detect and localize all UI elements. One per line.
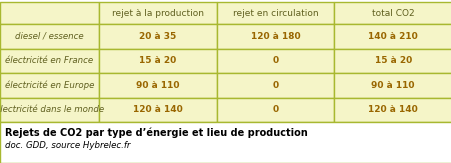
Bar — [99, 49, 216, 73]
Bar — [99, 97, 216, 122]
Bar — [216, 97, 334, 122]
Bar — [216, 2, 334, 24]
Bar — [334, 97, 451, 122]
Bar — [216, 73, 334, 97]
Text: électricité dans le monde: électricité dans le monde — [0, 105, 104, 114]
Text: 90 à 110: 90 à 110 — [371, 81, 414, 90]
Text: 120 à 180: 120 à 180 — [250, 32, 299, 41]
Bar — [0, 73, 99, 97]
Bar — [216, 49, 334, 73]
Bar — [99, 73, 216, 97]
Text: électricité en France: électricité en France — [5, 56, 93, 65]
Bar — [0, 49, 99, 73]
Text: total CO2: total CO2 — [371, 8, 414, 17]
Text: doc. GDD, source Hybrelec.fr: doc. GDD, source Hybrelec.fr — [5, 141, 130, 150]
Text: 120 à 140: 120 à 140 — [133, 105, 182, 114]
Bar — [99, 24, 216, 49]
Bar — [216, 24, 334, 49]
Text: 15 à 20: 15 à 20 — [374, 56, 411, 65]
Bar — [0, 24, 99, 49]
Bar — [0, 2, 99, 24]
Text: 140 à 210: 140 à 210 — [368, 32, 417, 41]
Bar — [334, 73, 451, 97]
Bar — [0, 122, 451, 163]
Text: 0: 0 — [272, 105, 278, 114]
Text: Rejets de CO2 par type d’énergie et lieu de production: Rejets de CO2 par type d’énergie et lieu… — [5, 128, 307, 138]
Text: rejet à la production: rejet à la production — [111, 8, 203, 17]
Text: 20 à 35: 20 à 35 — [139, 32, 176, 41]
Bar — [334, 2, 451, 24]
Bar — [334, 24, 451, 49]
Text: 90 à 110: 90 à 110 — [136, 81, 179, 90]
Bar — [0, 97, 99, 122]
Text: électricité en Europe: électricité en Europe — [5, 81, 94, 90]
Text: 15 à 20: 15 à 20 — [139, 56, 176, 65]
Text: 0: 0 — [272, 81, 278, 90]
Bar — [99, 2, 216, 24]
Bar — [334, 49, 451, 73]
Text: diesel / essence: diesel / essence — [15, 32, 83, 41]
Text: 120 à 140: 120 à 140 — [368, 105, 417, 114]
Text: 0: 0 — [272, 56, 278, 65]
Text: rejet en circulation: rejet en circulation — [232, 8, 318, 17]
